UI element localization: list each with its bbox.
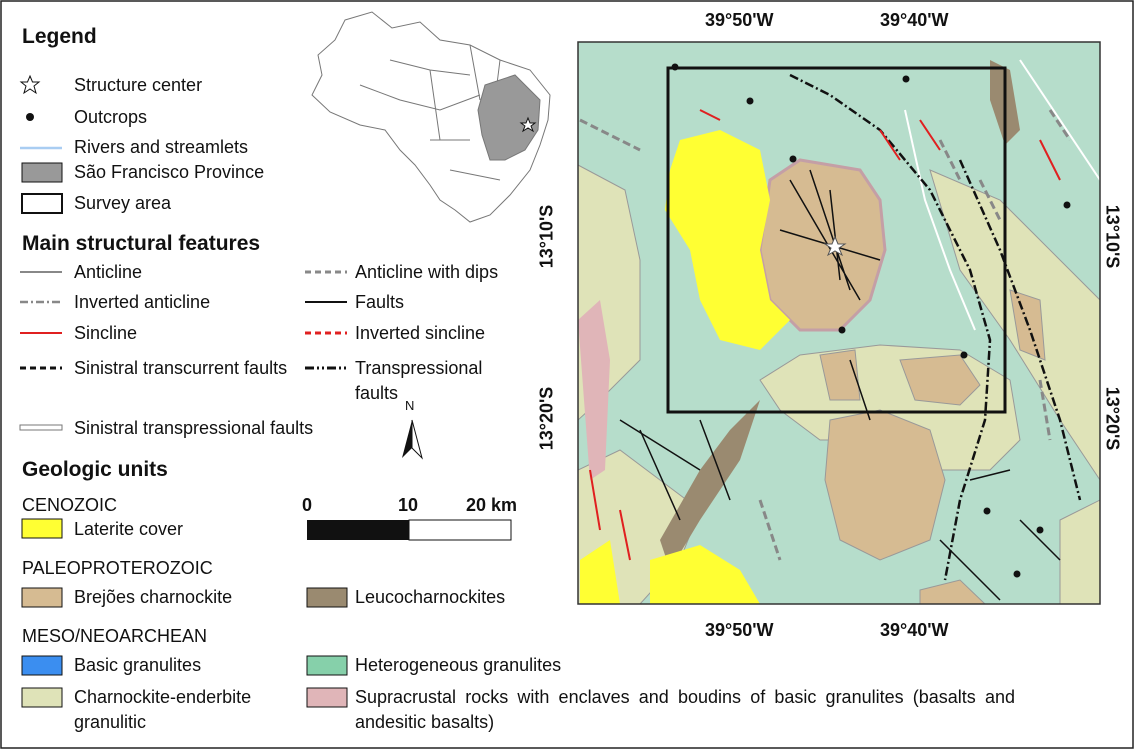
legend-item: Sincline [74, 321, 137, 346]
era-label: CENOZOIC [22, 493, 117, 518]
era-label: MESO/NEOARCHEAN [22, 624, 207, 649]
legend-item: Sinistral transpressional faults [74, 416, 313, 441]
longitude-label: 39°50'W [705, 10, 774, 31]
brazil-inset [312, 12, 550, 222]
legend-item: Survey area [74, 191, 171, 216]
longitude-label: 39°50'W [705, 620, 774, 641]
legend-item: Structure center [74, 73, 202, 98]
legend-item: São Francisco Province [74, 160, 264, 185]
scale-label: 20 km [466, 493, 517, 518]
scale-label: 0 [302, 493, 312, 518]
legend-title: Legend [22, 24, 97, 49]
legend-item: Anticline with dips [355, 260, 498, 285]
unit-label: Basic granulites [74, 653, 201, 678]
legend-item: Inverted anticline [74, 290, 210, 315]
unit-label: Leucocharnockites [355, 585, 505, 610]
scale-label: 10 [398, 493, 418, 518]
legend-item: Outcrops [74, 105, 147, 130]
longitude-label: 39°40'W [880, 620, 949, 641]
unit-label: Supracrustal rocks with enclaves and bou… [355, 685, 1015, 735]
latitude-label: 13°20'S [536, 387, 557, 451]
unit-label: Laterite cover [74, 517, 183, 542]
legend-item: Anticline [74, 260, 142, 285]
north-label: N [405, 398, 414, 414]
unit-label: Charnockite-enderbite granulitic [74, 685, 294, 735]
latitude-label: 13°10'S [536, 205, 557, 269]
legend-item: Rivers and streamlets [74, 135, 248, 160]
unit-label: Heterogeneous granulites [355, 653, 561, 678]
longitude-label: 39°40'W [880, 10, 949, 31]
section-title: Geologic units [22, 457, 168, 482]
legend-item: Sinistral transcurrent faults [74, 356, 289, 381]
geologic-map [578, 42, 1100, 604]
unit-label: Brejões charnockite [74, 585, 232, 610]
legend-item: Faults [355, 290, 404, 315]
scale-bar [307, 420, 511, 540]
section-title: Main structural features [22, 231, 260, 256]
era-label: PALEOPROTEROZOIC [22, 556, 213, 581]
legend-item: Transpressional faults [355, 356, 520, 406]
latitude-label: 13°10'S [1101, 205, 1122, 269]
legend-item: Inverted sincline [355, 321, 485, 346]
figure: Legend Structure center Outcrops Rivers … [0, 0, 1134, 749]
latitude-label: 13°20'S [1101, 387, 1122, 451]
